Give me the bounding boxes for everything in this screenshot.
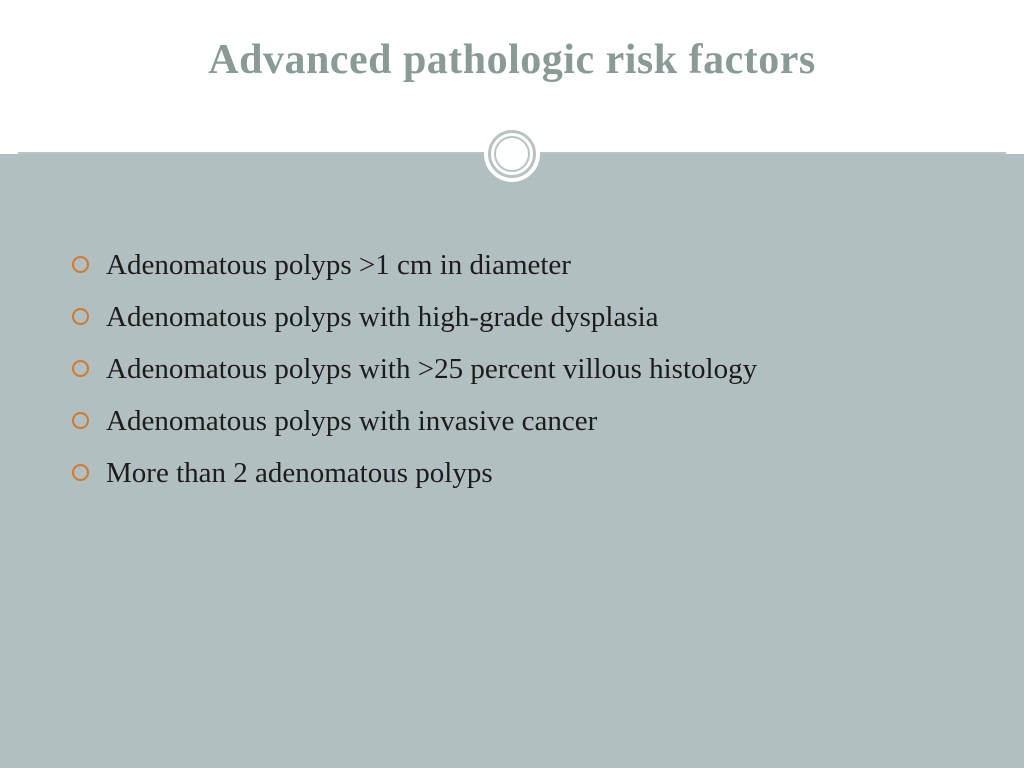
ring-ornament bbox=[484, 126, 540, 182]
list-item: More than 2 adenomatous polyps bbox=[72, 452, 976, 494]
list-item: Adenomatous polyps >1 cm in diameter bbox=[72, 244, 976, 286]
ring-inner-icon bbox=[494, 136, 530, 172]
slide-content: Adenomatous polyps >1 cm in diameter Ade… bbox=[0, 154, 1024, 494]
ring-outer-icon bbox=[488, 130, 536, 178]
bullet-list: Adenomatous polyps >1 cm in diameter Ade… bbox=[72, 244, 976, 494]
list-item: Adenomatous polyps with high-grade dyspl… bbox=[72, 296, 976, 338]
list-item: Adenomatous polyps with invasive cancer bbox=[72, 400, 976, 442]
list-item: Adenomatous polyps with >25 percent vill… bbox=[72, 348, 976, 390]
slide: Advanced pathologic risk factors Adenoma… bbox=[0, 0, 1024, 768]
slide-title: Advanced pathologic risk factors bbox=[0, 0, 1024, 84]
